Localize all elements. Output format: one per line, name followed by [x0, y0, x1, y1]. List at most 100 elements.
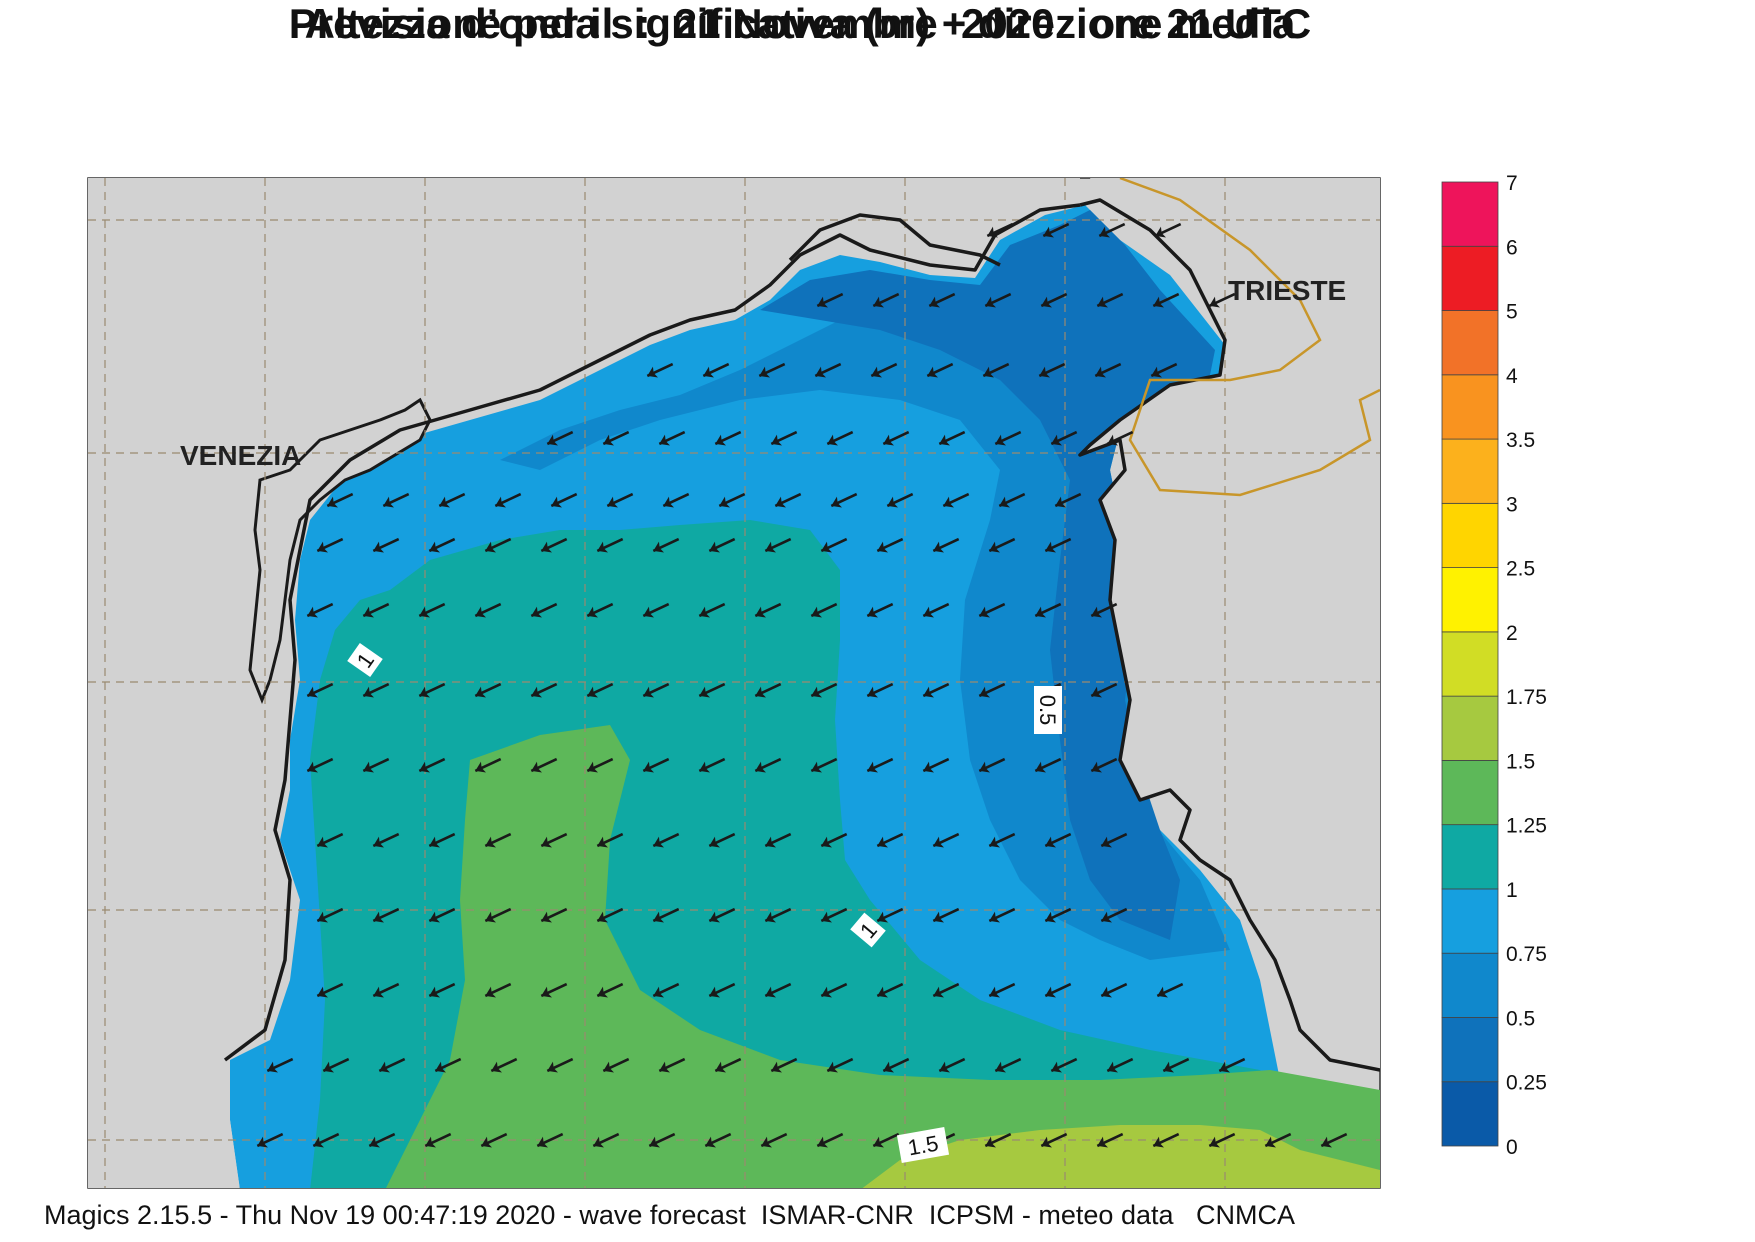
direction-arrow [882, 430, 910, 446]
direction-arrow [1156, 982, 1184, 998]
direction-arrow [1050, 430, 1078, 446]
legend-tick-label: 7 [1506, 172, 1518, 195]
direction-arrow [428, 537, 456, 553]
sea-band-125-15 [386, 725, 1380, 1188]
direction-arrow [764, 907, 792, 923]
land-friuli [88, 178, 1080, 1188]
contour-label-05-east: 0.5 [1034, 686, 1062, 734]
direction-arrow [702, 362, 730, 378]
direction-arrow [932, 832, 960, 848]
direction-arrow [988, 537, 1016, 553]
direction-arrow [494, 492, 522, 508]
direction-arrow [876, 907, 904, 923]
color-legend: 0 0.25 0.5 0.75 1 1.25 1.5 1.75 2 2.5 3 3.5 4 5 6 7 [1441, 172, 1547, 1159]
direction-arrow [820, 537, 848, 553]
direction-arrow [988, 907, 1016, 923]
legend-swatch [1441, 438, 1499, 504]
direction-arrow [602, 1057, 630, 1073]
direction-arrow [942, 492, 970, 508]
legend-tick-label: 0.5 [1506, 1007, 1535, 1030]
legend-tick-label: 1.5 [1506, 750, 1535, 773]
legend-tick-label: 0 [1506, 1136, 1518, 1159]
direction-arrow [546, 1057, 574, 1073]
direction-arrow [662, 492, 690, 508]
direction-arrow [698, 682, 726, 698]
direction-arrow [998, 492, 1026, 508]
direction-arrow [760, 1132, 788, 1148]
city-label-trieste: TRIESTE [1228, 275, 1346, 306]
direction-arrow [484, 832, 512, 848]
direction-arrow [764, 982, 792, 998]
direction-arrow [652, 537, 680, 553]
direction-arrow [540, 982, 568, 998]
direction-arrow [1106, 1057, 1134, 1073]
legend-swatch [1441, 952, 1499, 1018]
direction-arrow [1096, 292, 1124, 308]
direction-arrow [1152, 1132, 1180, 1148]
direction-arrow [434, 1057, 462, 1073]
direction-arrow [810, 682, 838, 698]
direction-arrow [872, 1132, 900, 1148]
direction-arrow [474, 757, 502, 773]
direction-arrow [372, 832, 400, 848]
direction-arrow [596, 832, 624, 848]
direction-arrow [586, 757, 614, 773]
direction-arrow [810, 757, 838, 773]
direction-arrow [994, 1057, 1022, 1073]
direction-arrow [754, 682, 782, 698]
direction-arrow [866, 757, 894, 773]
direction-arrow [312, 1132, 340, 1148]
direction-arrow [652, 907, 680, 923]
direction-arrow [928, 292, 956, 308]
legend-swatch [1441, 181, 1499, 247]
direction-arrow [596, 982, 624, 998]
direction-arrow [428, 982, 456, 998]
direction-arrow [642, 682, 670, 698]
legend-swatch [1441, 1081, 1499, 1147]
direction-arrow [826, 1057, 854, 1073]
legend-swatch [1441, 502, 1499, 569]
city-label-venezia: VENEZIA [180, 440, 301, 471]
direction-arrow [988, 832, 1016, 848]
direction-arrow [480, 1132, 508, 1148]
direction-arrow [1040, 292, 1068, 308]
direction-arrow [418, 757, 446, 773]
direction-arrow [1090, 682, 1118, 698]
direction-arrow [1320, 1132, 1348, 1148]
direction-arrow [1054, 492, 1082, 508]
legend-tick-label: 1.75 [1506, 686, 1547, 709]
direction-arrow [988, 982, 1016, 998]
direction-arrow [602, 430, 630, 446]
legend-swatch [1441, 310, 1499, 376]
direction-arrow [820, 907, 848, 923]
direction-arrow [708, 982, 736, 998]
direction-arrow [1218, 1057, 1246, 1073]
direction-arrow [1154, 222, 1182, 238]
direction-arrow [978, 757, 1006, 773]
direction-arrow [986, 222, 1014, 238]
direction-arrow [586, 602, 614, 618]
direction-arrow [596, 537, 624, 553]
direction-arrow [754, 602, 782, 618]
direction-arrow [820, 982, 848, 998]
direction-arrow [714, 1057, 742, 1073]
direction-arrow [758, 362, 786, 378]
direction-arrow [306, 757, 334, 773]
direction-arrow [266, 1057, 294, 1073]
direction-arrow [882, 1057, 910, 1073]
border-line [1119, 178, 1380, 497]
direction-arrow [994, 430, 1022, 446]
direction-arrow [1150, 362, 1178, 378]
direction-arrow [378, 1057, 406, 1073]
direction-arrow [1040, 1132, 1068, 1148]
direction-arrow [770, 1057, 798, 1073]
direction-arrow [658, 1057, 686, 1073]
direction-arrow [316, 907, 344, 923]
direction-arrow [816, 1132, 844, 1148]
legend-swatch [1441, 567, 1499, 633]
direction-arrow [922, 682, 950, 698]
sea-band-025-05 [760, 210, 1215, 940]
direction-arrow [984, 1132, 1012, 1148]
direction-arrow [698, 602, 726, 618]
